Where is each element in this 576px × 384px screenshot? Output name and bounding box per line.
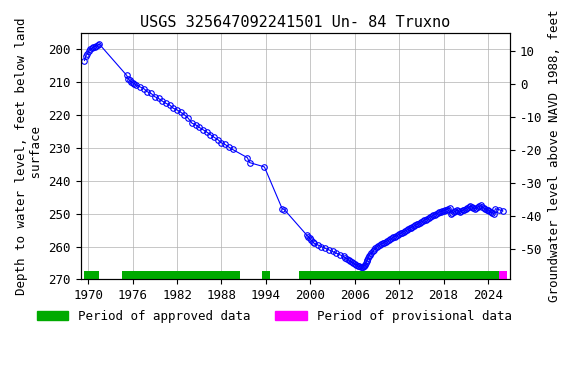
Bar xyxy=(85,271,99,280)
Y-axis label: Groundwater level above NAVD 1988, feet: Groundwater level above NAVD 1988, feet xyxy=(548,10,561,302)
Bar xyxy=(499,271,506,280)
Bar xyxy=(122,271,240,280)
Bar xyxy=(262,271,270,280)
Legend: Period of approved data, Period of provisional data: Period of approved data, Period of provi… xyxy=(32,305,517,328)
Y-axis label: Depth to water level, feet below land
 surface: Depth to water level, feet below land su… xyxy=(15,17,43,295)
Bar xyxy=(299,271,499,280)
Title: USGS 325647092241501 Un- 84 Truxno: USGS 325647092241501 Un- 84 Truxno xyxy=(141,15,450,30)
